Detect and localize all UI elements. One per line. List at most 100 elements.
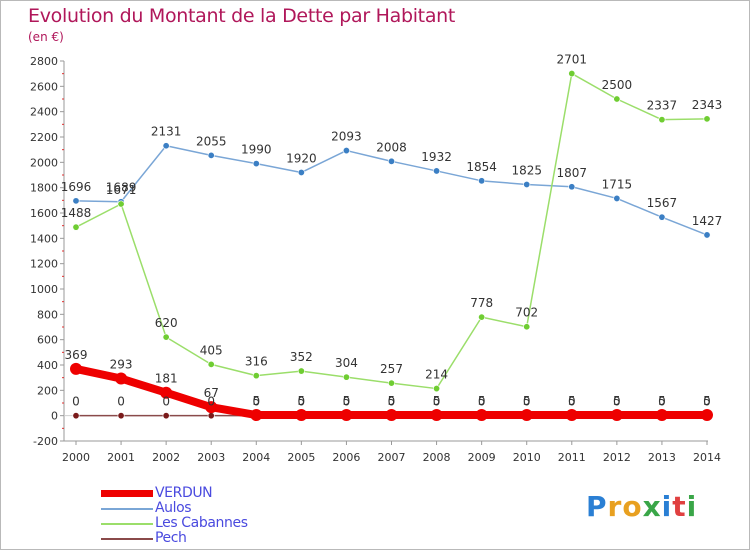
logo-letter: o: [622, 490, 643, 523]
data-point-pech: [162, 412, 170, 420]
data-label-les-cabannes: 257: [380, 362, 403, 376]
data-label-aulos: 1567: [647, 196, 678, 210]
legend-swatch-pech: [101, 538, 153, 540]
logo-letter: t: [672, 490, 687, 523]
data-label-pech: 0: [117, 395, 125, 409]
data-label-verdun: 5: [388, 394, 396, 408]
data-point-aulos: [72, 197, 80, 205]
data-label-les-cabannes: 2343: [692, 98, 723, 112]
data-label-verdun: 5: [523, 394, 531, 408]
data-point-les-cabannes: [658, 116, 666, 124]
data-label-pech: 0: [72, 395, 80, 409]
data-point-verdun: [655, 409, 668, 422]
data-label-aulos: 1990: [241, 143, 272, 157]
data-point-les-cabannes: [523, 323, 531, 331]
line-chart: -200020040060080010001200140016001800200…: [30, 53, 723, 464]
data-point-verdun: [430, 409, 443, 422]
proxiti-logo: Proxiti: [586, 490, 697, 523]
data-label-pech: 0: [433, 395, 441, 409]
y-tick-label: 2000: [30, 156, 58, 169]
data-label-verdun: 5: [658, 394, 666, 408]
data-point-verdun: [385, 409, 398, 422]
chart-title: Evolution du Montant de la Dette par Hab…: [28, 5, 456, 27]
data-label-les-cabannes: 352: [290, 350, 313, 364]
data-point-les-cabannes: [387, 379, 395, 387]
data-point-aulos: [523, 181, 531, 189]
data-point-verdun: [295, 409, 308, 422]
data-label-verdun: 5: [343, 394, 351, 408]
x-tick-label: 2004: [242, 451, 270, 464]
data-point-aulos: [207, 151, 215, 159]
y-tick-label: 1000: [30, 283, 58, 296]
logo-letter: i: [686, 490, 698, 523]
data-point-aulos: [297, 168, 305, 176]
data-point-aulos: [342, 147, 350, 155]
data-label-pech: 0: [207, 395, 215, 409]
logo-letter: r: [607, 490, 623, 523]
legend-label-les-cabannes: Les Cabannes: [155, 515, 248, 531]
data-label-les-cabannes: 1488: [61, 206, 92, 220]
y-tick-label: 1600: [30, 207, 58, 220]
data-label-verdun: 5: [478, 394, 486, 408]
data-label-les-cabannes: 2701: [557, 53, 588, 67]
data-point-verdun: [610, 409, 623, 422]
x-tick-label: 2005: [287, 451, 315, 464]
data-label-aulos: 1920: [286, 151, 317, 165]
data-label-les-cabannes: 316: [245, 355, 268, 369]
y-tick-label: 800: [37, 308, 58, 321]
x-tick-label: 2001: [107, 451, 135, 464]
x-tick-label: 2011: [558, 451, 586, 464]
chart-subtitle: (en €): [28, 30, 64, 44]
data-label-verdun: 67: [204, 386, 219, 400]
data-point-aulos: [613, 194, 621, 202]
data-label-aulos: 2008: [376, 140, 407, 154]
data-point-les-cabannes: [252, 372, 260, 380]
data-point-aulos: [433, 167, 441, 175]
data-label-aulos: 2093: [331, 130, 362, 144]
data-label-verdun: 5: [433, 394, 441, 408]
data-label-les-cabannes: 702: [515, 306, 538, 320]
data-label-verdun: 5: [568, 394, 576, 408]
data-label-pech: 0: [658, 395, 666, 409]
data-point-les-cabannes: [613, 95, 621, 103]
data-label-les-cabannes: 2337: [647, 99, 678, 113]
data-point-aulos: [478, 177, 486, 185]
data-label-aulos: 2055: [196, 134, 227, 148]
data-label-pech: 0: [343, 395, 351, 409]
data-point-verdun: [475, 409, 488, 422]
data-point-verdun: [340, 409, 353, 422]
data-point-aulos: [658, 213, 666, 221]
data-point-aulos: [252, 160, 260, 168]
x-tick-label: 2010: [513, 451, 541, 464]
data-point-les-cabannes: [117, 200, 125, 208]
data-point-verdun: [565, 409, 578, 422]
data-point-pech: [207, 412, 215, 420]
data-label-aulos: 1854: [466, 160, 497, 174]
data-label-les-cabannes: 620: [155, 316, 178, 330]
data-label-verdun: 5: [252, 394, 260, 408]
data-label-aulos: 1825: [511, 164, 542, 178]
data-label-les-cabannes: 778: [470, 296, 493, 310]
y-tick-label: 400: [37, 359, 58, 372]
data-point-les-cabannes: [568, 70, 576, 78]
data-point-pech: [117, 412, 125, 420]
data-point-verdun: [701, 409, 713, 422]
data-label-pech: 0: [523, 395, 531, 409]
legend-swatch-aulos: [101, 508, 153, 510]
y-tick-label: 1800: [30, 182, 58, 195]
legend-label-aulos: Aulos: [155, 500, 192, 516]
data-point-verdun: [70, 362, 82, 375]
data-label-les-cabannes: 405: [200, 343, 223, 357]
y-tick-label: 200: [37, 384, 58, 397]
legend-label-verdun: VERDUN: [155, 485, 213, 501]
y-tick-label: 600: [37, 334, 58, 347]
y-tick-label: -200: [33, 435, 58, 448]
data-point-aulos: [568, 183, 576, 191]
x-tick-label: 2013: [648, 451, 676, 464]
y-tick-label: 2200: [30, 131, 58, 144]
data-point-les-cabannes: [433, 385, 441, 393]
data-label-verdun: 293: [110, 358, 133, 372]
data-label-aulos: 1932: [421, 150, 452, 164]
data-point-verdun: [115, 372, 128, 385]
